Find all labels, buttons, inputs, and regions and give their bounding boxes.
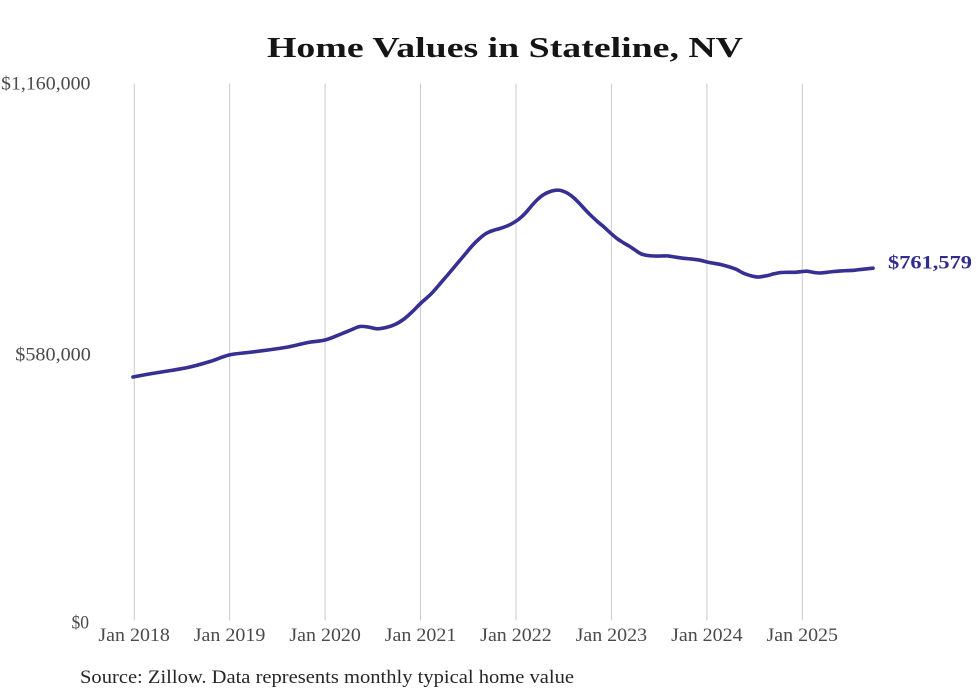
svg-text:Jan 2020: Jan 2020 [289, 625, 361, 646]
svg-text:$580,000: $580,000 [15, 345, 91, 366]
svg-text:$0: $0 [72, 613, 90, 634]
svg-text:$1,160,000: $1,160,000 [1, 74, 90, 95]
svg-text:Jan 2024: Jan 2024 [671, 625, 743, 646]
svg-text:Source: Zillow. Data represent: Source: Zillow. Data represents monthly … [80, 667, 574, 688]
svg-text:$761,579: $761,579 [888, 253, 972, 274]
svg-text:Jan 2021: Jan 2021 [385, 625, 457, 646]
svg-text:Jan 2018: Jan 2018 [98, 625, 170, 646]
svg-text:Home Values in Stateline, NV: Home Values in Stateline, NV [267, 32, 743, 64]
svg-text:Jan 2022: Jan 2022 [480, 625, 552, 646]
svg-text:Jan 2025: Jan 2025 [767, 625, 839, 646]
svg-text:Jan 2023: Jan 2023 [576, 625, 648, 646]
svg-text:Jan 2019: Jan 2019 [194, 625, 266, 646]
